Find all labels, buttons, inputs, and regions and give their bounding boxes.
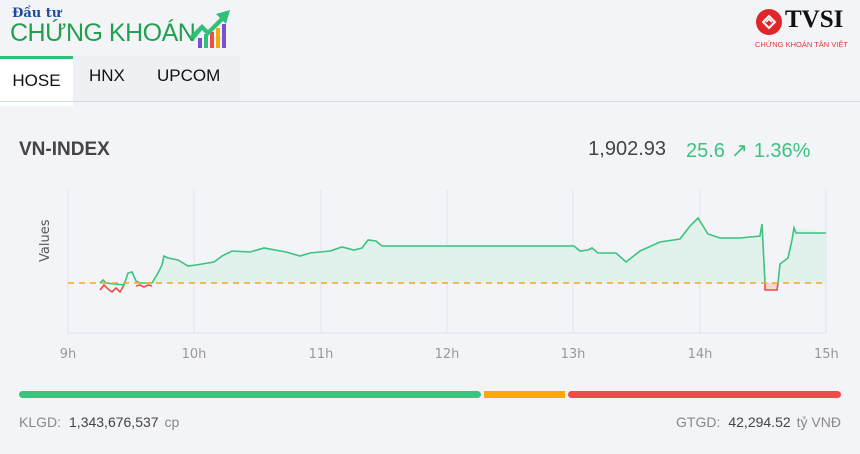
- volume-value: 1,343,676,537: [69, 414, 159, 430]
- index-name: VN-INDEX: [19, 139, 110, 160]
- volume-stat: KLGD: 1,343,676,537 cp: [19, 414, 179, 430]
- x-tick-9h: 9h: [59, 347, 77, 362]
- x-tick-14h: 14h: [687, 347, 713, 362]
- index-value: 1,902.93: [588, 138, 666, 160]
- volume-label: KLGD:: [19, 414, 62, 430]
- turnover-stat: GTGD: 42,294.52 tỷ VNĐ: [676, 414, 841, 430]
- turnover-unit: tỷ VNĐ: [796, 414, 841, 430]
- rising-chart-icon: [190, 10, 230, 48]
- x-tick-10h: 10h: [181, 347, 207, 362]
- tab-divider: [0, 101, 860, 102]
- up-arrow-icon: ↗: [730, 140, 748, 162]
- index-change: 25.6 ↗ 1.36%: [686, 138, 810, 163]
- tab-upcom[interactable]: UPCOM: [157, 66, 221, 85]
- tvsi-name: TVSI: [785, 6, 844, 33]
- x-tick-13h: 13h: [560, 347, 586, 362]
- change-percent: 1.36%: [753, 140, 811, 162]
- x-tick-12h: 12h: [434, 347, 460, 362]
- x-tick-11h: 11h: [308, 347, 334, 362]
- intraday-chart: [67, 190, 827, 334]
- turnover-value: 42,294.52: [728, 414, 791, 430]
- logo-line1: Đầu tư: [12, 6, 62, 21]
- tvsi-subtitle: CHỨNG KHOÁN TÂN VIỆT: [755, 40, 848, 49]
- logo-line2: CHỨNG KHOÁN: [10, 19, 196, 47]
- change-points: 25.6: [686, 140, 725, 162]
- unchanged-bar: [484, 391, 565, 398]
- turnover-label: GTGD:: [676, 414, 721, 430]
- volume-unit: cp: [164, 414, 180, 430]
- tab-hose[interactable]: HOSE: [0, 56, 73, 106]
- x-tick-15h: 15h: [814, 347, 839, 362]
- declining-bar: [568, 391, 841, 398]
- tab-hnx[interactable]: HNX: [89, 66, 125, 85]
- advancing-bar: [19, 391, 481, 398]
- tvsi-emblem-icon: [756, 9, 782, 35]
- exchange-tabs: HOSE HNX UPCOM: [0, 56, 240, 106]
